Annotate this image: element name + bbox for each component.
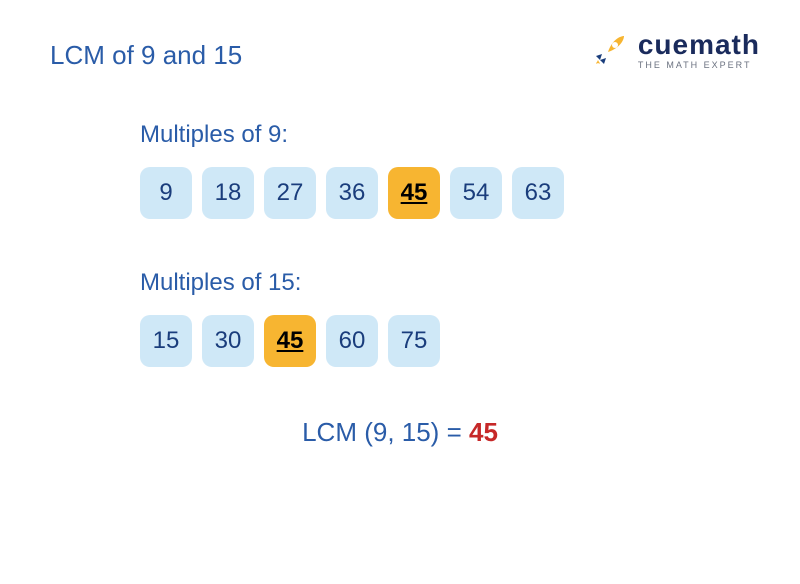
boxes-row: 9182736455463 bbox=[140, 167, 750, 219]
rocket-icon bbox=[590, 30, 630, 70]
multiple-box: 63 bbox=[512, 167, 564, 219]
multiple-box: 15 bbox=[140, 315, 192, 367]
result-value: 45 bbox=[469, 417, 498, 447]
section-label: Multiples of 15: bbox=[140, 269, 750, 297]
logo-sub-text: THE MATH EXPERT bbox=[638, 61, 760, 70]
sections-container: Multiples of 9:9182736455463Multiples of… bbox=[50, 121, 750, 367]
multiple-box-highlight: 45 bbox=[388, 167, 440, 219]
multiple-box: 36 bbox=[326, 167, 378, 219]
logo-main-text: cuemath bbox=[638, 31, 760, 59]
multiples-section: Multiples of 15: 1530456075 bbox=[140, 269, 750, 367]
multiple-box: 54 bbox=[450, 167, 502, 219]
multiple-box: 75 bbox=[388, 315, 440, 367]
boxes-row: 1530456075 bbox=[140, 315, 750, 367]
multiple-box: 18 bbox=[202, 167, 254, 219]
brand-logo: cuemath THE MATH EXPERT bbox=[590, 30, 760, 70]
multiple-box: 9 bbox=[140, 167, 192, 219]
multiple-box-highlight: 45 bbox=[264, 315, 316, 367]
result-label: LCM (9, 15) = bbox=[302, 417, 469, 447]
section-label: Multiples of 9: bbox=[140, 121, 750, 149]
logo-text: cuemath THE MATH EXPERT bbox=[638, 31, 760, 70]
multiples-section: Multiples of 9: 9182736455463 bbox=[140, 121, 750, 219]
multiple-box: 27 bbox=[264, 167, 316, 219]
result-line: LCM (9, 15) = 45 bbox=[50, 417, 750, 448]
multiple-box: 60 bbox=[326, 315, 378, 367]
multiple-box: 30 bbox=[202, 315, 254, 367]
